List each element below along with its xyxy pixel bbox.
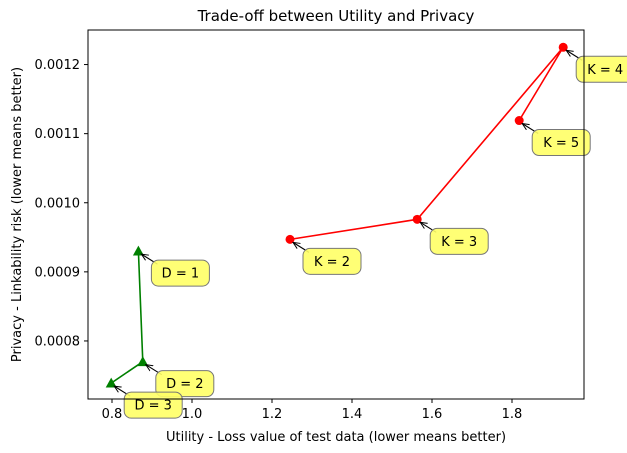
y-tick-label: 0.0008 (35, 334, 81, 349)
data-point (412, 214, 422, 224)
data-point (132, 245, 144, 256)
y-tick-label: 0.0012 (35, 58, 81, 73)
annotation-box (302, 247, 362, 275)
series-line (289, 46, 564, 241)
annotation-box (150, 259, 210, 287)
annotation-label: D = 3 (134, 399, 171, 414)
annotation-box (575, 55, 627, 83)
chart-title: Trade-off between Utility and Privacy (197, 7, 475, 25)
annotation-box (155, 370, 215, 398)
y-tick-label: 0.0011 (35, 127, 81, 142)
x-tick-label: 1.4 (342, 407, 363, 422)
x-tick-label: 0.8 (102, 407, 123, 422)
y-axis-title: Privacy - Linkability risk (lower means … (10, 67, 25, 362)
data-point (514, 116, 524, 126)
annotation-box (429, 227, 489, 255)
x-tick-label: 1.0 (182, 407, 203, 422)
annotation-label: D = 2 (166, 377, 203, 392)
annotation-label: K = 4 (587, 63, 623, 78)
series-line (110, 251, 144, 384)
data-point (285, 234, 295, 244)
x-tick-label: 1.8 (502, 407, 523, 422)
plot-frame (87, 29, 585, 400)
annotation-label: K = 3 (441, 235, 477, 250)
annotation-label: D = 1 (162, 267, 199, 282)
data-point (558, 42, 568, 52)
annotation-label: K = 2 (314, 255, 350, 270)
data-point (105, 377, 117, 388)
plot-area: 0.8 1.0 1.2 1.4 1.6 1.8 0.0008 0.0009 0.0010 0.00… (35, 42, 627, 422)
y-tick-label: 0.0010 (35, 196, 81, 211)
x-axis-title: Utility - Loss value of test data (lower… (166, 430, 506, 445)
y-tick-label: 0.0009 (35, 265, 81, 280)
annotation-box (531, 129, 591, 157)
data-point (137, 356, 149, 367)
x-tick-label: 1.6 (422, 407, 443, 422)
annotation-label: K = 5 (543, 136, 579, 151)
x-tick-label: 1.2 (262, 407, 283, 422)
